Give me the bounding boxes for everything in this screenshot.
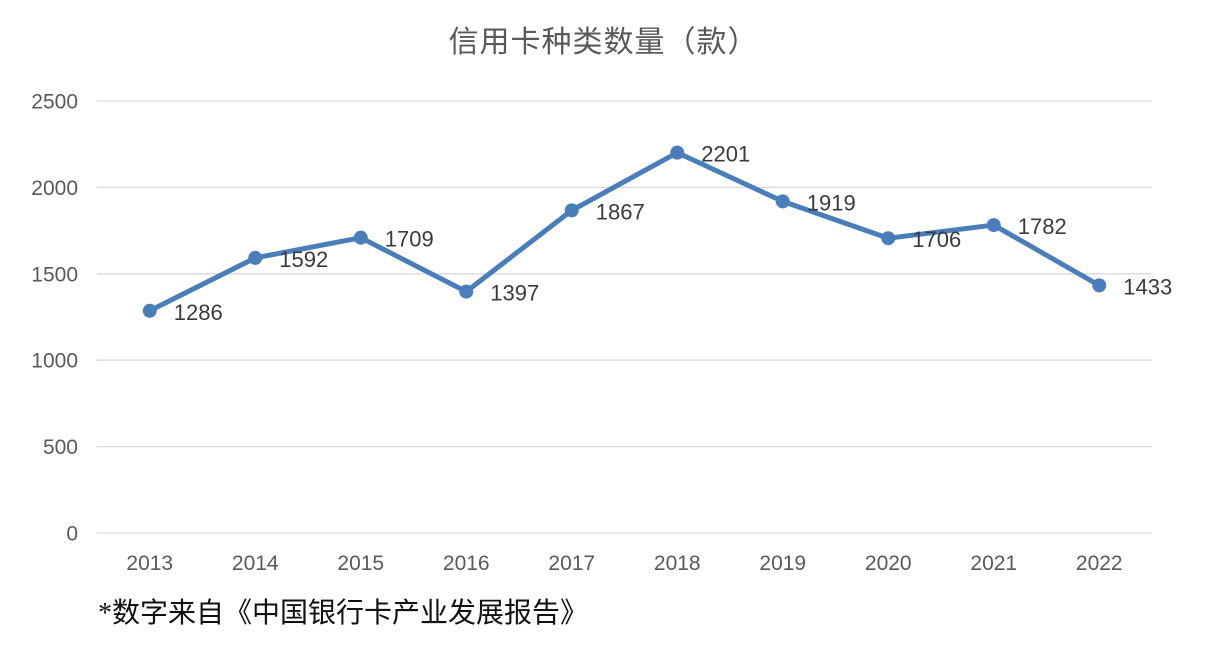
x-axis-tick-label: 2020 xyxy=(865,552,912,575)
data-point-label: 1782 xyxy=(1018,214,1067,239)
data-point-marker xyxy=(353,230,368,245)
x-axis-tick-label: 2017 xyxy=(548,552,595,575)
series-line xyxy=(147,150,1102,314)
data-point-label: 1706 xyxy=(912,227,961,252)
data-point-label: 2201 xyxy=(701,142,750,167)
data-point-marker xyxy=(248,250,263,265)
data-point-marker xyxy=(881,231,896,246)
x-axis-tick-label: 2015 xyxy=(337,552,384,575)
data-point-label: 1867 xyxy=(596,199,645,224)
data-point-label: 1397 xyxy=(490,281,539,306)
data-point-marker xyxy=(670,145,685,160)
y-axis-tick-label: 0 xyxy=(66,523,78,546)
x-axis-tick-label: 2019 xyxy=(759,552,806,575)
y-axis-tick-label: 2500 xyxy=(31,91,78,114)
data-point-marker xyxy=(142,303,157,318)
data-point-marker xyxy=(986,218,1001,233)
data-point-label: 1433 xyxy=(1123,274,1172,299)
source-footnote: *数字来自《中国银行卡产业发展报告》 xyxy=(98,598,589,629)
chart-title: 信用卡种类数量（款） xyxy=(448,26,759,59)
y-axis-tick-label: 2000 xyxy=(31,177,78,200)
x-axis-tick-label: 2018 xyxy=(654,552,701,575)
x-axis-tick-label: 2013 xyxy=(126,552,173,575)
data-point-marker xyxy=(459,284,474,299)
data-point-label: 1286 xyxy=(174,300,223,325)
x-axis-tick-label: 2021 xyxy=(970,552,1017,575)
y-axis-tick-label: 1000 xyxy=(31,350,78,373)
y-axis-tick-label: 1500 xyxy=(31,263,78,286)
x-axis-tick-label: 2016 xyxy=(443,552,490,575)
data-point-marker xyxy=(775,194,790,209)
data-point-label: 1919 xyxy=(807,190,856,215)
x-axis-tick-label: 2022 xyxy=(1076,552,1123,575)
data-point-marker xyxy=(564,203,579,218)
y-axis-tick-label: 500 xyxy=(43,436,78,459)
data-point-label: 1709 xyxy=(385,227,434,252)
data-point-label: 1592 xyxy=(279,247,328,272)
data-point-marker xyxy=(1092,278,1107,293)
x-axis-tick-label: 2014 xyxy=(232,552,279,575)
